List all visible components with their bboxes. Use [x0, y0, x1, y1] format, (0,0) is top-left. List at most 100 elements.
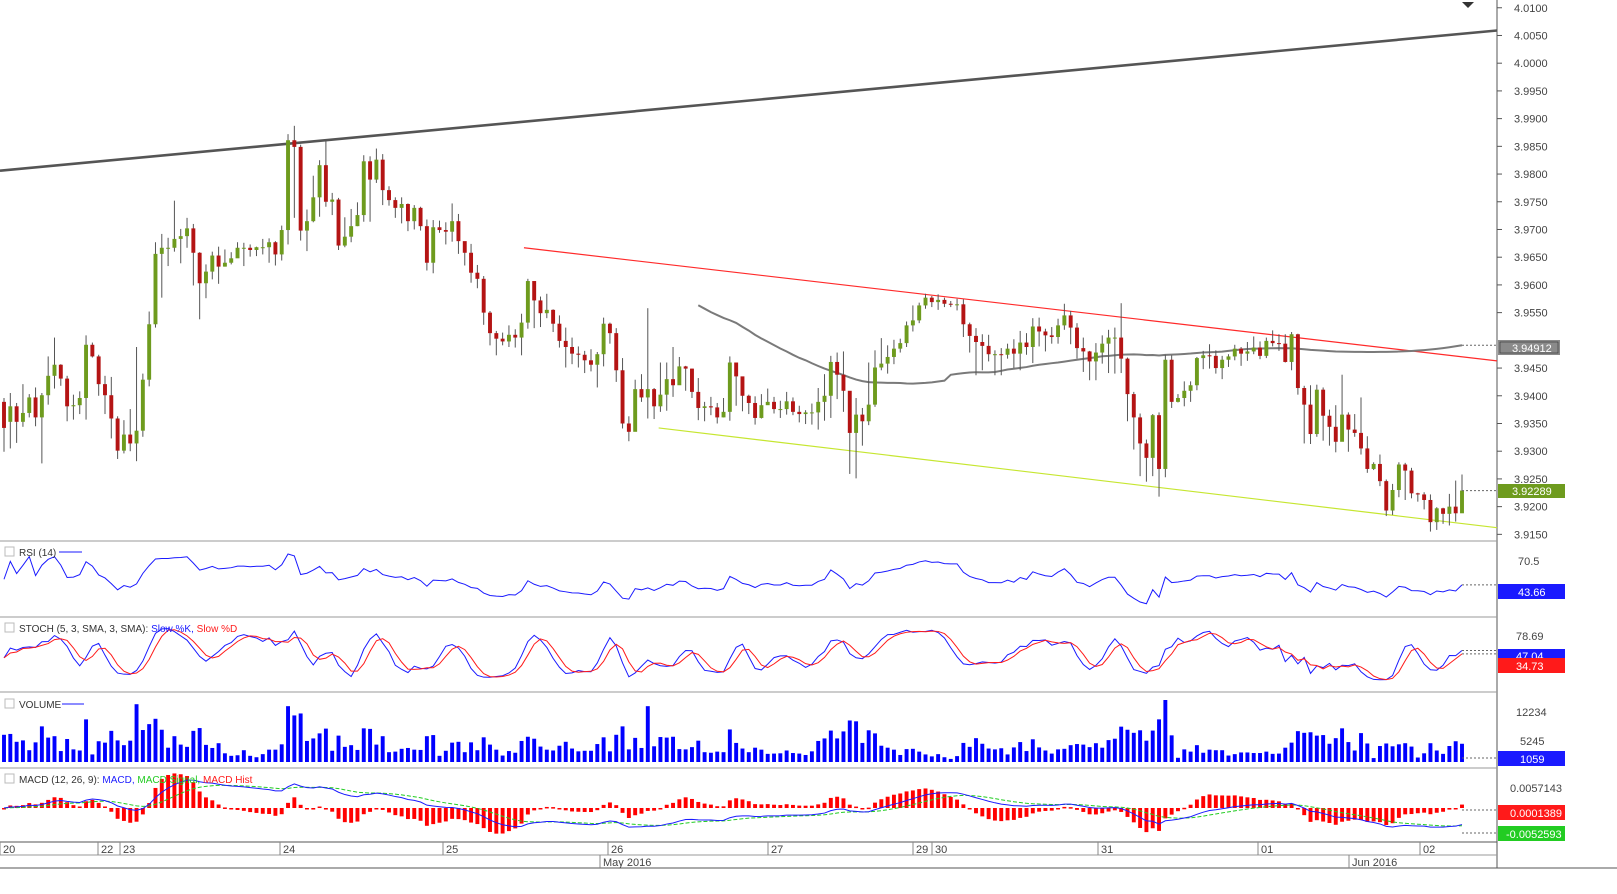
- candle-body: [387, 190, 391, 201]
- macd-hist-bar: [948, 796, 953, 808]
- candle-body: [191, 228, 196, 253]
- macd-hist-bar: [999, 808, 1004, 822]
- volume-bar: [772, 753, 776, 762]
- price-axis-label: 3.9850: [1514, 141, 1548, 153]
- macd-hist-bar: [538, 808, 543, 810]
- price-axis-label: 3.9150: [1514, 529, 1548, 541]
- candle-body: [1220, 359, 1225, 369]
- candle-body: [576, 353, 581, 355]
- candle-body: [374, 159, 379, 180]
- panel-close-icon[interactable]: [4, 546, 15, 557]
- volume-bar: [305, 740, 309, 762]
- macd-hist-bar: [1308, 808, 1313, 822]
- volume-bar: [955, 756, 960, 762]
- candle-body: [248, 247, 253, 250]
- candle-body: [1144, 443, 1149, 458]
- volume-bar: [1270, 753, 1275, 762]
- macd-hist-bar: [1453, 808, 1458, 810]
- candle-body: [835, 361, 840, 375]
- macd-hist-bar: [96, 802, 101, 808]
- macd-hist-bar: [828, 797, 833, 808]
- price-axis-label: 3.9800: [1514, 169, 1548, 181]
- volume-bar: [589, 750, 593, 762]
- macd-hist-bar: [1106, 808, 1111, 812]
- panel-close-icon[interactable]: [4, 773, 15, 784]
- volume-bar: [1359, 733, 1363, 762]
- macd-hist-bar: [835, 796, 840, 808]
- macd-hist-bar: [1289, 803, 1294, 808]
- candle-body: [77, 397, 82, 406]
- macd-hist-bar: [469, 808, 474, 823]
- macd-hist-bar: [1346, 808, 1351, 821]
- ma-value-label: 3.94912: [1512, 343, 1552, 355]
- macd-signal-value-tag: [1498, 826, 1565, 841]
- macd-hist-bar: [1056, 808, 1061, 810]
- volume-bar: [1264, 751, 1269, 762]
- stoch-tick-label: 78.69: [1516, 631, 1544, 643]
- volume-bar: [222, 753, 227, 762]
- macd-hist-bar: [1245, 797, 1250, 808]
- macd-hist-bar: [1428, 808, 1433, 815]
- volume-bar: [1176, 757, 1180, 762]
- macd-hist-bar: [1024, 808, 1029, 817]
- candle-body: [494, 333, 499, 339]
- macd-hist-bar: [816, 804, 821, 808]
- macd-hist-bar: [589, 808, 593, 813]
- candle-body: [475, 272, 480, 279]
- macd-panel: [2, 773, 1497, 834]
- candle-body: [784, 401, 789, 410]
- candle-body: [828, 361, 833, 396]
- macd-hist-bar: [803, 805, 808, 808]
- time-axis-day-label: 26: [611, 844, 623, 856]
- candle-body: [683, 366, 688, 369]
- candle-body: [323, 165, 328, 202]
- volume-bar: [27, 750, 32, 762]
- volume-bar: [1119, 726, 1124, 762]
- macd-hist-bar: [658, 808, 663, 810]
- volume-bar: [286, 706, 290, 762]
- candle-body: [1075, 327, 1079, 349]
- candle-body: [1251, 347, 1256, 352]
- macd-hist-bar: [191, 782, 196, 808]
- volume-bar: [1106, 740, 1111, 762]
- panel-close-icon[interactable]: [4, 698, 15, 709]
- rsi-panel: [3, 553, 1497, 605]
- volume-bar: [216, 743, 221, 762]
- candle-body: [147, 324, 152, 380]
- macd-hist-bar: [248, 808, 253, 813]
- candle-body: [1087, 351, 1092, 362]
- macd-hist-bar: [1226, 795, 1231, 808]
- candle-body: [361, 161, 366, 216]
- stoch-panel: [3, 628, 1497, 681]
- volume-bar: [1043, 750, 1048, 762]
- volume-bar: [248, 755, 253, 762]
- candle-body: [607, 323, 612, 334]
- volume-bar: [715, 751, 720, 762]
- panel-close-icon[interactable]: [4, 622, 15, 633]
- volume-bar: [96, 741, 101, 762]
- volume-bar: [746, 752, 751, 762]
- candle-body: [1346, 414, 1351, 430]
- candle-body: [1043, 331, 1048, 336]
- candle-body: [33, 397, 38, 418]
- macd-hist-bar: [229, 808, 234, 810]
- volume-bar: [986, 748, 991, 762]
- candle-body: [1365, 448, 1370, 469]
- candle-body: [1327, 415, 1332, 427]
- candle-body: [715, 407, 720, 418]
- volume-bar: [696, 740, 701, 762]
- scroll-marker-icon[interactable]: [1462, 2, 1474, 8]
- candle-body: [740, 376, 745, 396]
- volume-bar: [620, 726, 625, 762]
- macd-hist-bar: [1283, 804, 1288, 808]
- price-axis-label: 3.9550: [1514, 308, 1548, 320]
- macd-hist-bar: [494, 808, 499, 834]
- candle-body: [336, 199, 341, 246]
- candle-body: [14, 406, 19, 422]
- macd-hist-bar: [46, 799, 51, 808]
- candle-body: [140, 379, 145, 431]
- volume-bar: [481, 737, 486, 762]
- macd-hist-bar: [974, 808, 978, 814]
- candle-body: [1182, 390, 1187, 398]
